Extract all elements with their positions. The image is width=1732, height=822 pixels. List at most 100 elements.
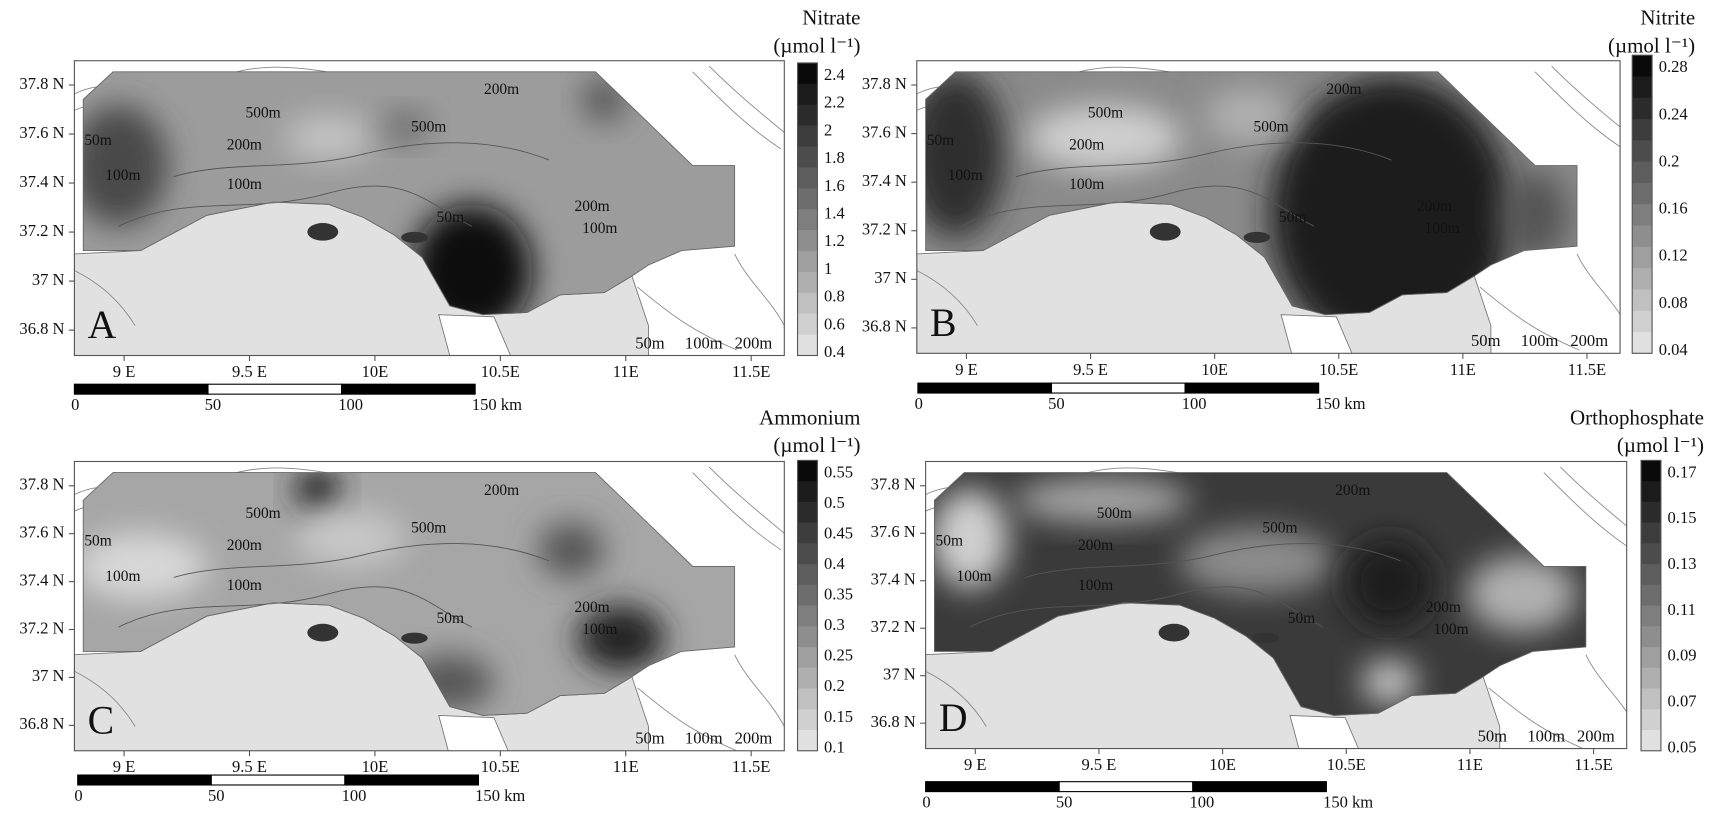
colorbar-band: [797, 730, 818, 752]
lat-label: 37.8 N: [19, 74, 64, 93]
field-patch: [1501, 171, 1569, 260]
scale-segment: [207, 383, 343, 395]
island: [401, 231, 428, 243]
colorbar: 0.28 0.24 0.2 0.16 0.12 0.08 0.04 Nitrite (µmol …: [1608, 6, 1695, 359]
map-panel: 500m 500m 200m 50m 200m 100m 100m 200m 100m 50m 50…: [871, 460, 1628, 774]
colorbar-tick-label: 0.3: [824, 615, 845, 634]
colorbar-tick-label: 1.2: [824, 231, 845, 250]
contour-label: 500m: [1097, 505, 1132, 522]
scale-label: 0: [922, 793, 930, 812]
panel-letter: D: [939, 696, 968, 740]
colorbar-tick-label: 2.2: [824, 93, 845, 112]
scale-label: 50: [205, 395, 222, 414]
isobath: [1488, 687, 1585, 749]
scale-label: 150 km: [1323, 793, 1373, 812]
lon-label: 9 E: [955, 360, 978, 379]
map-content: [925, 466, 1627, 749]
isobath: [1479, 286, 1580, 351]
scale-label: 50: [1048, 394, 1065, 413]
colorbar-band: [1632, 332, 1653, 354]
isobath: [1551, 65, 1621, 128]
colorbar-band: [1632, 204, 1653, 227]
colorbar-band: [797, 83, 818, 106]
lon-label: 11E: [613, 362, 639, 381]
colorbar-frame: [1631, 54, 1653, 354]
contour-label: 200m: [1426, 599, 1461, 616]
scale-segment: [1192, 781, 1327, 793]
depth-legend: 50m: [1478, 726, 1508, 745]
colorbar-tick-label: 0.4: [824, 342, 845, 361]
contour-label: 100m: [227, 577, 262, 594]
isobath: [118, 586, 473, 628]
scale-bar: 0 50 100 150 km: [915, 382, 1366, 413]
colorbar-band: [1641, 564, 1661, 586]
contour-label: 200m: [575, 599, 610, 616]
lon-label: 10.5E: [1319, 360, 1358, 379]
scale-bar: 0 50 100 150 km: [71, 383, 522, 414]
field-patch: [538, 522, 605, 578]
colorbar-band: [797, 62, 818, 85]
colorbar-tick-label: 0.16: [1659, 199, 1688, 218]
scale-label: 0: [71, 395, 79, 414]
isobath: [916, 270, 978, 326]
lon-label: 9.5 E: [232, 362, 267, 381]
depth-legend: 100m: [1521, 331, 1559, 350]
contour-label: 200m: [484, 81, 519, 98]
island: [307, 623, 339, 642]
field-patch: [1466, 555, 1578, 633]
lat-label: 37.8 N: [19, 475, 64, 494]
lat-label: 37.8 N: [862, 74, 907, 93]
map-content: [74, 466, 785, 751]
colorbar-band: [1632, 97, 1653, 120]
colorbar-tick-label: 2.4: [824, 65, 845, 84]
colorbar-tick-label: 0.17: [1668, 462, 1697, 481]
depth-legend: 50m: [1471, 331, 1501, 350]
colorbar-band: [1632, 119, 1653, 141]
colorbar-band: [797, 522, 818, 544]
isobath: [637, 286, 737, 351]
isobath: [925, 670, 987, 727]
colorbar-unit: (µmol l⁻¹): [773, 33, 860, 57]
colorbar-band: [1632, 76, 1653, 99]
lat-label: 37.2 N: [871, 617, 916, 636]
contour-label: 50m: [936, 533, 963, 550]
isobath: [1024, 543, 1401, 578]
depth-legend: 200m: [1577, 726, 1615, 745]
colorbar-band: [797, 271, 818, 294]
lon-label: 10.5E: [1327, 755, 1366, 774]
isobath: [1576, 253, 1621, 316]
contour-label: 100m: [948, 167, 983, 184]
panel-letter: A: [88, 303, 117, 347]
colorbar-title: Orthophosphate: [1570, 405, 1704, 429]
field-patch: [934, 489, 1009, 589]
contour-label: 50m: [84, 132, 111, 149]
lon-label: 10E: [362, 362, 389, 381]
contour-label: 50m: [1288, 610, 1315, 627]
colorbar-tick-label: 1.8: [824, 148, 845, 167]
colorbar-band: [797, 543, 818, 565]
lat-label: 36.8 N: [871, 712, 916, 731]
scale-segment: [917, 382, 1053, 394]
colorbar-band: [797, 334, 818, 357]
contour-label: 500m: [1262, 519, 1297, 536]
map-content: [74, 65, 785, 356]
field-patch: [383, 111, 428, 143]
lat-label: 37.2 N: [19, 618, 64, 637]
colorbar-tick-label: 2: [824, 120, 832, 139]
scale-label: 100: [1182, 394, 1207, 413]
field-patch: [83, 104, 169, 227]
colorbar-frame: [1640, 459, 1662, 752]
contour-label: 500m: [1254, 119, 1289, 136]
scale-segment: [77, 774, 212, 786]
colorbar-band: [797, 313, 818, 336]
colorbar-band: [1641, 626, 1661, 648]
scale-label: 100: [338, 395, 363, 414]
scale-segment: [73, 383, 209, 395]
field-patch: [83, 533, 207, 600]
colorbar-tick-label: 0.15: [824, 707, 853, 726]
colorbar-tick-label: 0.5: [824, 493, 845, 512]
field-patch: [1361, 660, 1417, 705]
colorbar-tick-label: 0.1: [824, 737, 845, 756]
island: [307, 223, 339, 241]
island: [401, 632, 428, 644]
